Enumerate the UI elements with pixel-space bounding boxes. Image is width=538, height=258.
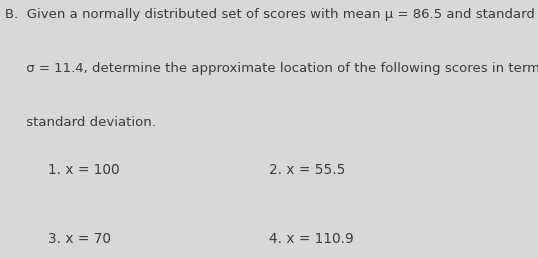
- Text: 2. x = 55.5: 2. x = 55.5: [269, 163, 345, 176]
- Text: σ = 11.4, determine the approximate location of the following scores in terms of: σ = 11.4, determine the approximate loca…: [5, 62, 538, 75]
- Text: 4. x = 110.9: 4. x = 110.9: [269, 232, 354, 246]
- Text: 3. x = 70: 3. x = 70: [48, 232, 111, 246]
- Text: B.  Given a normally distributed set of scores with mean μ = 86.5 and standard d: B. Given a normally distributed set of s…: [5, 8, 538, 21]
- Text: 1. x = 100: 1. x = 100: [48, 163, 120, 176]
- Text: standard deviation.: standard deviation.: [5, 116, 156, 129]
